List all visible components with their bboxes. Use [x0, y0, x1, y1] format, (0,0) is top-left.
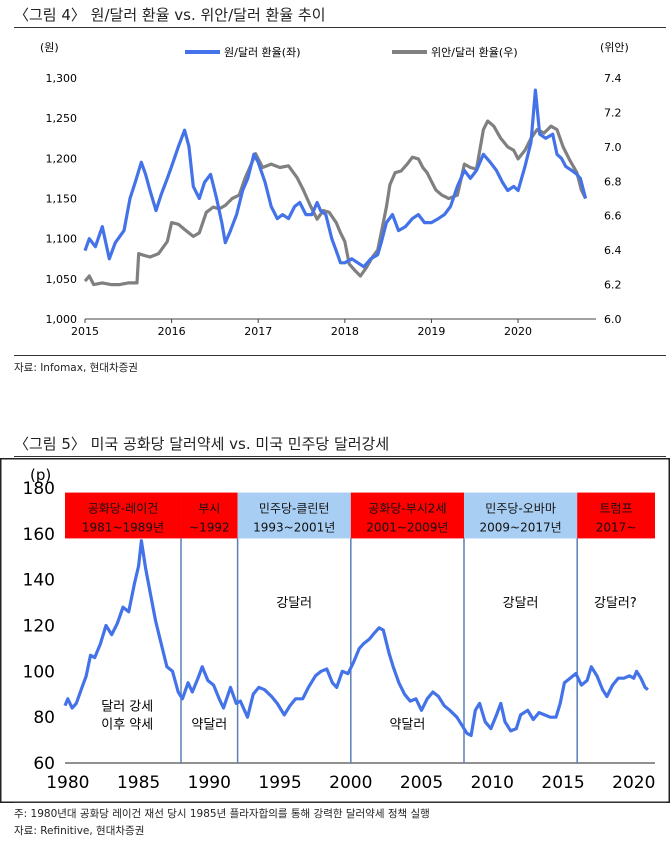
annotation-obama: 강달러	[503, 596, 539, 611]
left-tick-label: 1,000	[46, 313, 78, 326]
y-tick-label: 80	[33, 708, 55, 728]
right-tick-label: 6.6	[604, 210, 622, 223]
x-tick-label: 2005	[400, 773, 443, 793]
legend-cny-label: 위안/달러 환율(우)	[431, 46, 518, 59]
period-name: 민주당-오바마	[485, 502, 556, 516]
x-tick-label: 1990	[188, 773, 231, 793]
left-tick-label: 1,300	[46, 72, 78, 85]
legend-krw-label: 원/달러 환율(좌)	[224, 46, 301, 59]
annotation-reagan-1: 달러 강세	[101, 699, 153, 714]
figure5-title: 〈그림 5〉 미국 공화당 달러약세 vs. 미국 민주당 달러강세	[14, 435, 390, 453]
x-tick-label: 2010	[471, 773, 514, 793]
period-years: 1993~2001년	[253, 521, 335, 535]
y-tick-label: 120	[23, 617, 55, 637]
period-band-democrat	[237, 492, 351, 539]
x-tick-label: 2019	[417, 325, 445, 338]
period-years: 2017~	[596, 521, 637, 535]
figure5-note: 주: 1980년대 공화당 레이건 재선 당시 1985년 플라자합의를 통해 …	[14, 808, 430, 820]
x-tick-label: 2015	[71, 325, 99, 338]
fx-line-chart: (원) (위안) 원/달러 환율(좌) 위안/달러 환율(우) 2015 2016…	[40, 41, 629, 338]
period-name: 공화당-부시2세	[368, 502, 446, 516]
y-tick-label: 140	[23, 571, 55, 591]
x-tick-label: 1980	[46, 773, 89, 793]
cny-usd-line	[83, 119, 588, 287]
x-tick-label: 2017	[244, 325, 272, 338]
x-tick-label: 2016	[158, 325, 186, 338]
right-tick-label: 7.2	[604, 106, 622, 119]
krw-usd-line	[83, 88, 588, 269]
period-name: 민주당-클린턴	[259, 502, 330, 516]
annotation-trump: 강달러?	[594, 596, 637, 611]
right-tick-label: 7.0	[604, 141, 622, 154]
annotation-clinton: 강달러	[276, 596, 312, 611]
x-tick-label: 2015	[541, 773, 584, 793]
left-tick-label: 1,050	[46, 273, 78, 286]
right-axis-unit: (위안)	[600, 41, 629, 54]
y-tick-label: 100	[23, 662, 55, 682]
right-tick-label: 6.2	[604, 279, 622, 292]
period-years: 2001~2009년	[366, 521, 448, 535]
period-name: 공화당-레이건	[88, 502, 159, 516]
right-tick-label: 7.4	[604, 72, 622, 85]
period-band-republican	[65, 492, 182, 539]
annotation-bush2: 약달러	[389, 718, 425, 733]
figure5-source: 자료: Refinitive, 현대차증권	[14, 825, 145, 837]
dollar-index-chart: 공화당-레이건 1981~1989년 부시 ~1992 민주당-클린턴 1993~2001…	[0, 458, 670, 803]
dollar-index-line	[63, 539, 649, 738]
y-tick-label: 180	[23, 479, 55, 499]
figure5-bottom-rule	[14, 802, 666, 803]
period-band-republican	[181, 492, 238, 539]
left-tick-label: 1,200	[46, 152, 78, 165]
period-band-democrat	[463, 492, 578, 539]
figure4-title: 〈그림 4〉 원/달러 환율 vs. 위안/달러 환율 추이	[14, 6, 326, 24]
y-axis-unit: (p)	[30, 466, 51, 484]
period-name: 트럼프	[600, 502, 633, 516]
period-name: 부시	[198, 502, 220, 516]
left-tick-label: 1,250	[46, 112, 78, 125]
x-tick-label: 1985	[117, 773, 160, 793]
y-tick-label: 160	[23, 525, 55, 545]
figure4-bottom-rule	[14, 355, 666, 356]
x-tick-label: 2000	[329, 773, 372, 793]
x-tick-label: 2020	[612, 773, 655, 793]
x-tick-label: 1995	[258, 773, 301, 793]
right-tick-label: 6.4	[604, 244, 622, 257]
figure4-source: 자료: Infomax, 현대차증권	[14, 362, 138, 374]
period-band-republican	[577, 492, 655, 539]
left-tick-label: 1,150	[46, 193, 78, 206]
right-tick-label: 6.0	[604, 313, 622, 326]
period-years: 1981~1989년	[82, 521, 164, 535]
annotation-reagan-2: 이후 약세	[101, 718, 153, 733]
annotation-bush: 약달러	[191, 718, 227, 733]
left-tick-label: 1,100	[46, 233, 78, 246]
x-tick-label: 2018	[331, 325, 359, 338]
figure4-top-rule	[14, 27, 666, 28]
right-tick-label: 6.8	[604, 175, 622, 188]
period-years: 2009~2017년	[479, 521, 561, 535]
y-tick-label: 60	[33, 754, 55, 774]
period-years: ~1992	[189, 521, 230, 535]
left-axis-unit: (원)	[40, 41, 59, 54]
figure5-top-rule	[14, 456, 666, 457]
x-tick-label: 2020	[504, 325, 532, 338]
period-band-republican	[350, 492, 464, 539]
